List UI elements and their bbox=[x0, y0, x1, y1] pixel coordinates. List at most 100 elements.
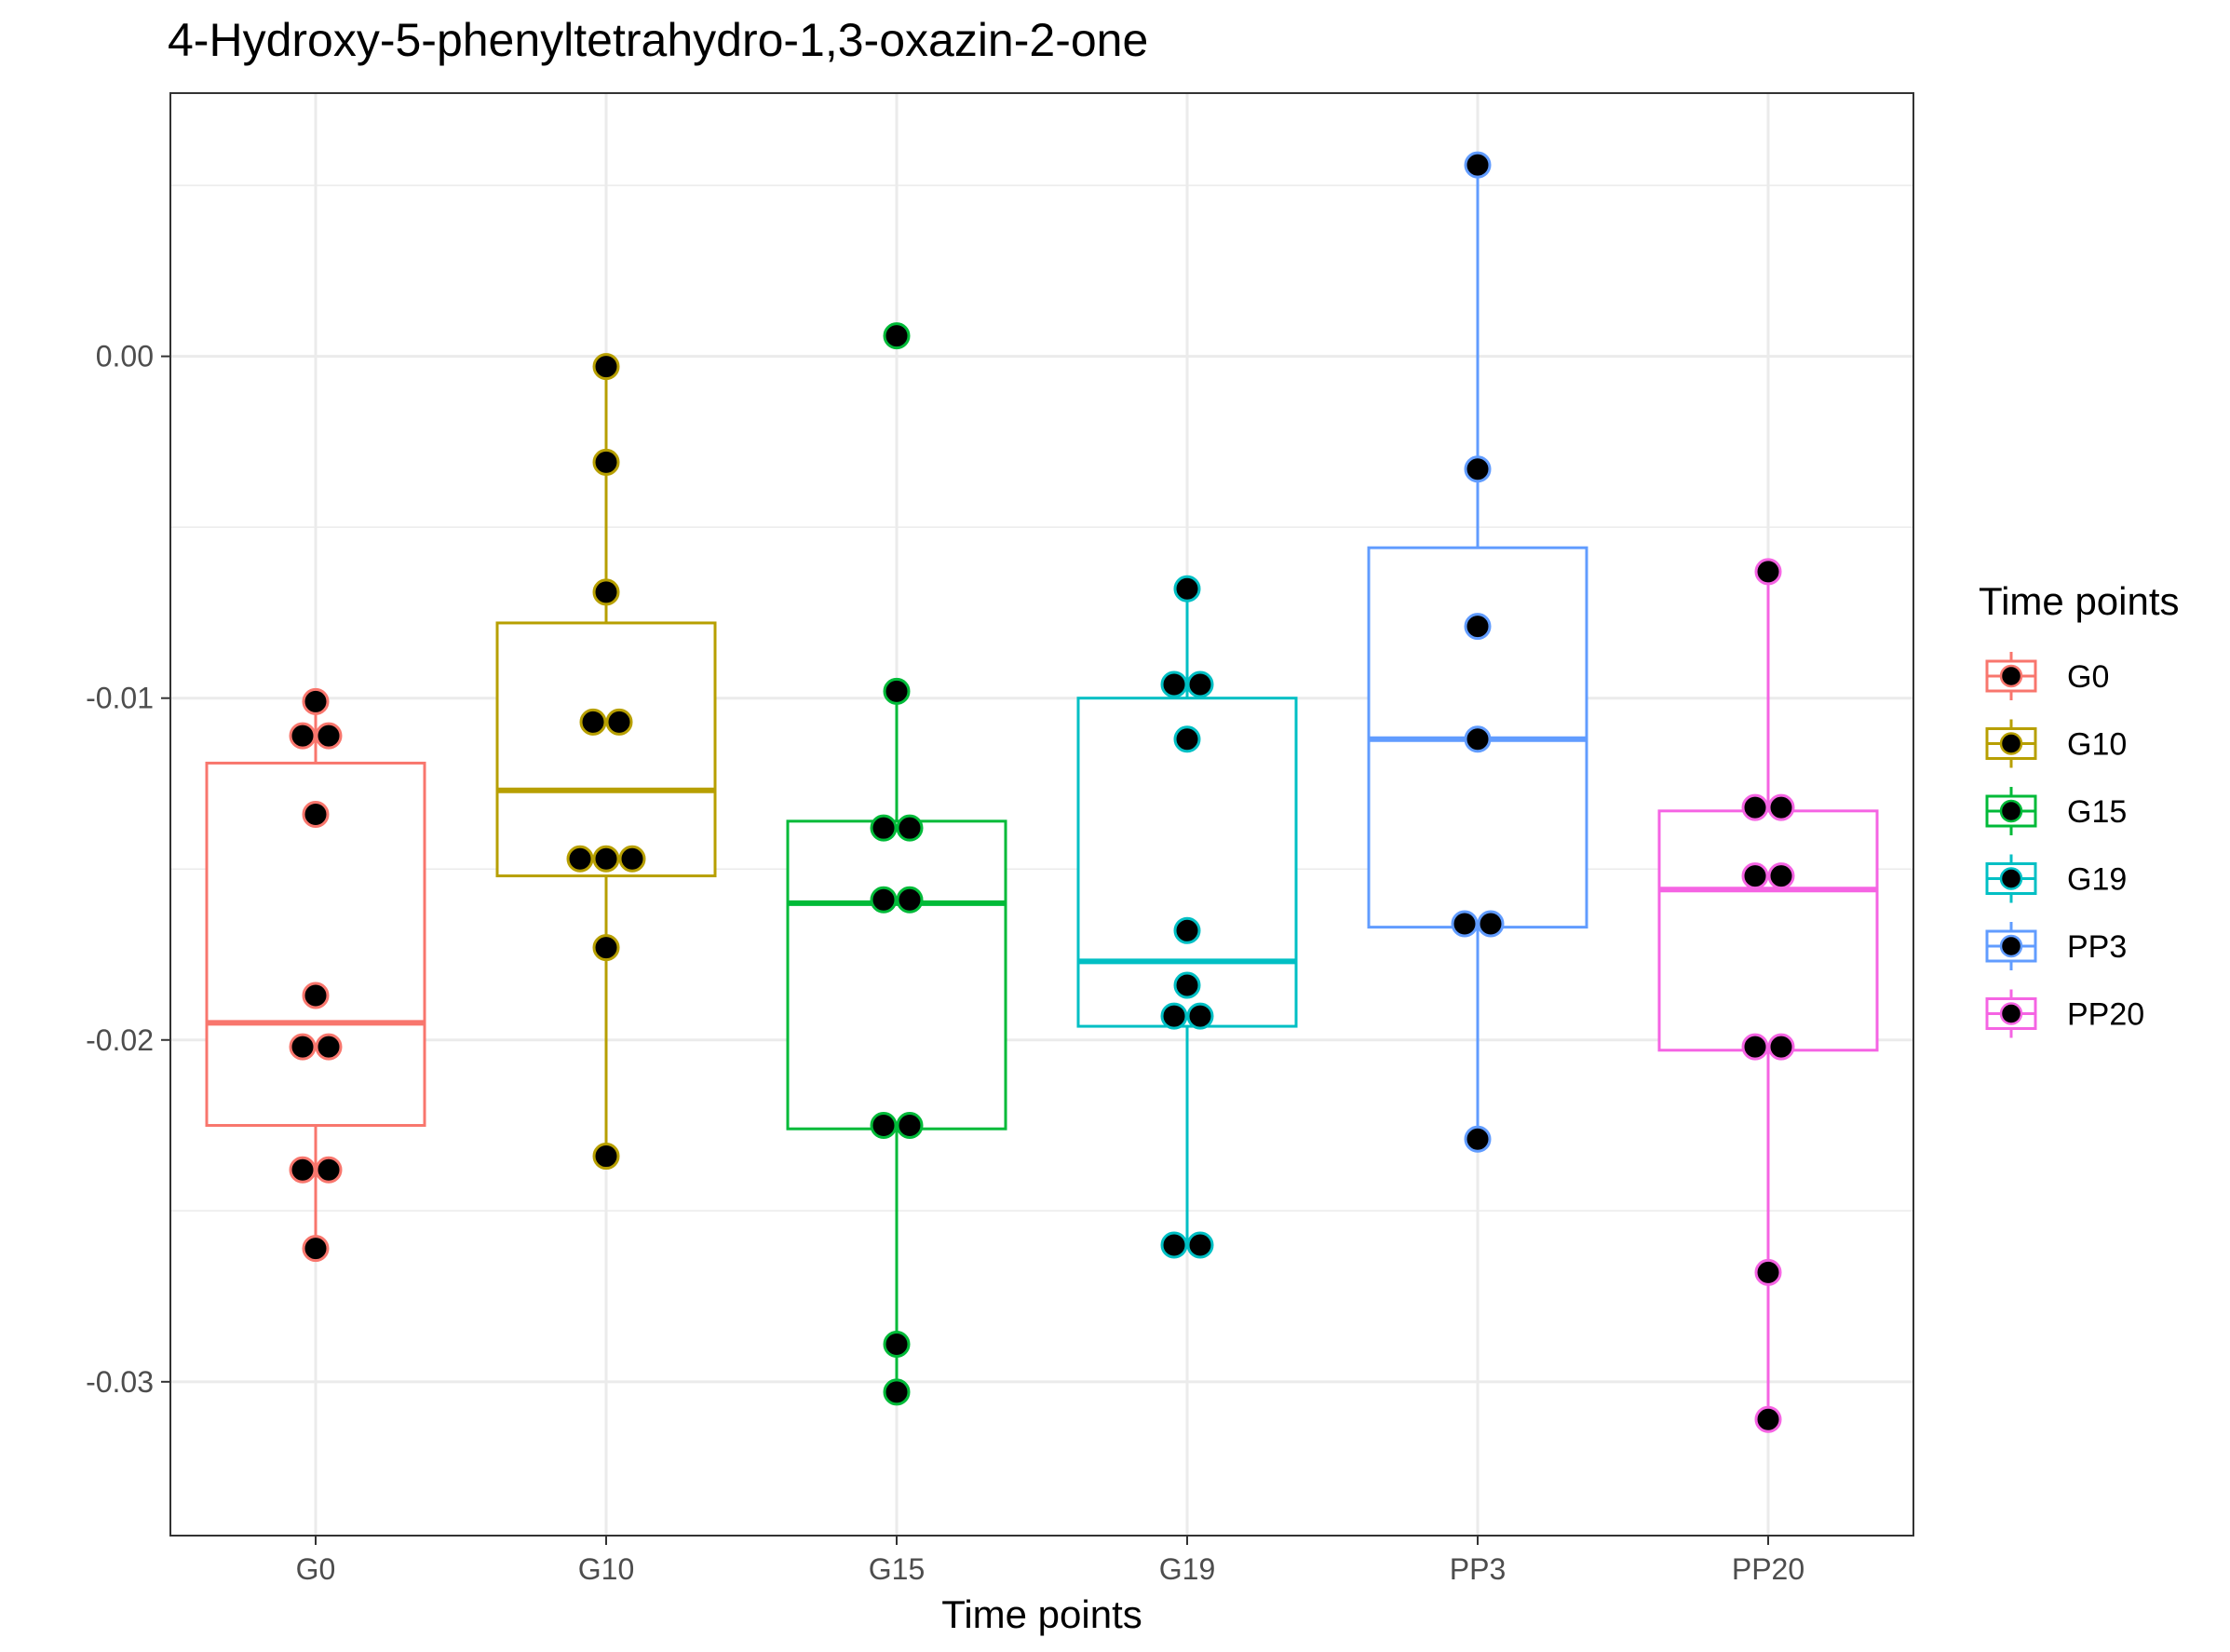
box-group-g19 bbox=[1076, 589, 1298, 1245]
data-point bbox=[883, 1330, 911, 1358]
box-group-pp20 bbox=[1657, 571, 1879, 1420]
legend-label: PP20 bbox=[2067, 997, 2144, 1033]
legend-title: Time points bbox=[1979, 579, 2180, 623]
box bbox=[1076, 697, 1298, 1028]
data-point bbox=[1186, 670, 1214, 698]
data-point bbox=[592, 578, 620, 606]
data-point bbox=[302, 1235, 330, 1263]
data-point bbox=[1754, 1405, 1782, 1433]
plot-panel-border bbox=[169, 92, 1914, 1537]
box bbox=[1657, 809, 1879, 1052]
data-point bbox=[289, 1156, 317, 1184]
legend-item-pp3: PP3 bbox=[1985, 922, 2127, 970]
legend-label: G0 bbox=[2067, 659, 2109, 695]
data-point bbox=[1173, 916, 1201, 944]
data-point bbox=[1160, 670, 1188, 698]
x-tick-label: PP3 bbox=[1450, 1552, 1506, 1586]
legend: Time points G0 G10 G15 G19 PP3 PP20 bbox=[1979, 579, 2180, 1038]
data-point bbox=[896, 886, 924, 914]
data-point bbox=[883, 1378, 911, 1406]
x-axis: G0 G10 G15 G19 PP3 PP20 bbox=[296, 1536, 1804, 1586]
box-group-g10 bbox=[495, 366, 717, 1157]
legend-item-g15: G15 bbox=[1985, 787, 2127, 835]
data-point bbox=[289, 722, 317, 750]
data-point bbox=[315, 722, 343, 750]
data-point bbox=[1186, 1002, 1214, 1030]
data-point bbox=[896, 1112, 924, 1140]
y-axis: 0.00 -0.01 -0.02 -0.03 bbox=[86, 340, 170, 1399]
data-point bbox=[566, 845, 594, 873]
data-point bbox=[315, 1156, 343, 1184]
x-axis-title: Time points bbox=[941, 1592, 1142, 1636]
data-point bbox=[883, 677, 911, 705]
data-point bbox=[1741, 1033, 1769, 1061]
data-point bbox=[870, 814, 898, 842]
legend-item-g10: G10 bbox=[1985, 719, 2127, 768]
data-point bbox=[302, 687, 330, 715]
data-point bbox=[1464, 455, 1492, 483]
data-point bbox=[315, 1033, 343, 1061]
data-point bbox=[1464, 151, 1492, 179]
y-tick-label: -0.03 bbox=[86, 1365, 154, 1399]
legend-key-point bbox=[1999, 1002, 2023, 1025]
data-point bbox=[1186, 1231, 1214, 1259]
data-point bbox=[1767, 793, 1795, 821]
x-tick-label: G0 bbox=[296, 1552, 336, 1586]
x-tick-label: G19 bbox=[1159, 1552, 1215, 1586]
data-point bbox=[1767, 862, 1795, 890]
box bbox=[786, 819, 1007, 1131]
data-point bbox=[1754, 1258, 1782, 1286]
data-point bbox=[605, 708, 633, 736]
data-point bbox=[302, 982, 330, 1009]
data-point bbox=[1741, 862, 1769, 890]
data-point bbox=[1173, 575, 1201, 603]
data-point bbox=[592, 1143, 620, 1171]
legend-label: PP3 bbox=[2067, 929, 2127, 965]
chart-title: 4-Hydroxy-5-phenyltetrahydro-1,3-oxazin-… bbox=[168, 14, 1148, 66]
data-point bbox=[579, 708, 607, 736]
data-point bbox=[1754, 558, 1782, 586]
data-point bbox=[592, 353, 620, 381]
data-point bbox=[592, 845, 620, 873]
data-point bbox=[302, 801, 330, 828]
legend-label: G15 bbox=[2067, 794, 2127, 830]
data-point bbox=[592, 448, 620, 476]
data-point bbox=[870, 1112, 898, 1140]
legend-key-point bbox=[1999, 934, 2023, 958]
y-tick-label: -0.01 bbox=[86, 682, 154, 715]
legend-items: G0 G10 G15 G19 PP3 PP20 bbox=[1985, 652, 2144, 1038]
data-point bbox=[1464, 613, 1492, 641]
data-point bbox=[896, 814, 924, 842]
y-tick-label: 0.00 bbox=[96, 340, 154, 373]
x-tick-label: G15 bbox=[869, 1552, 925, 1586]
point-layer bbox=[289, 151, 1795, 1433]
legend-key-point bbox=[1999, 799, 2023, 823]
data-point bbox=[1160, 1002, 1188, 1030]
x-tick-label: G10 bbox=[578, 1552, 634, 1586]
box bbox=[495, 621, 717, 878]
legend-key-point bbox=[1999, 732, 2023, 755]
legend-key-point bbox=[1999, 664, 2023, 688]
y-tick-label: -0.02 bbox=[86, 1023, 154, 1057]
data-point bbox=[1464, 1125, 1492, 1153]
data-point bbox=[1173, 971, 1201, 999]
data-point bbox=[1451, 910, 1479, 938]
x-tick-label: PP20 bbox=[1732, 1552, 1804, 1586]
data-point bbox=[289, 1033, 317, 1061]
legend-item-g19: G19 bbox=[1985, 854, 2127, 903]
data-point bbox=[1173, 725, 1201, 753]
legend-label: G19 bbox=[2067, 862, 2127, 898]
plot-panel-background bbox=[170, 93, 1913, 1536]
data-point bbox=[1477, 910, 1505, 938]
data-point bbox=[1767, 1033, 1795, 1061]
legend-item-pp20: PP20 bbox=[1985, 989, 2144, 1038]
data-point bbox=[1160, 1231, 1188, 1259]
data-point bbox=[618, 845, 646, 873]
data-point bbox=[1741, 793, 1769, 821]
data-point bbox=[883, 322, 911, 350]
data-point bbox=[870, 886, 898, 914]
data-point bbox=[592, 934, 620, 962]
legend-item-g0: G0 bbox=[1985, 652, 2109, 700]
legend-label: G10 bbox=[2067, 727, 2127, 763]
